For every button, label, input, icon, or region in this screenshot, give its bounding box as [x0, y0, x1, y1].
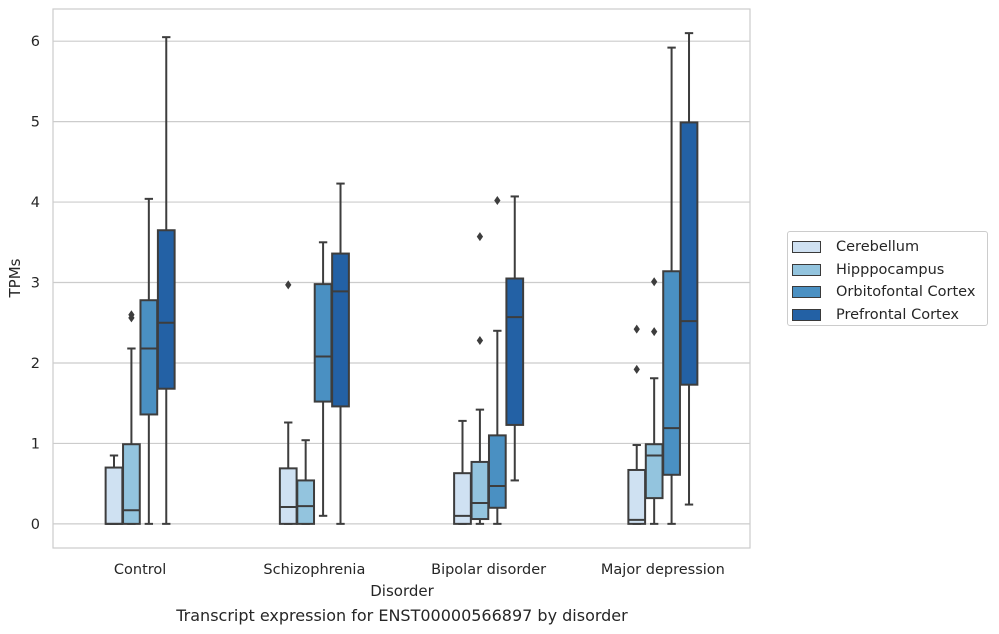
outlier-point [476, 232, 484, 242]
box-plot-box [453, 419, 472, 525]
box-iqr [313, 283, 333, 403]
legend-label: Prefrontal Cortex [836, 306, 959, 323]
legend-swatch-hippocampus [792, 263, 821, 276]
box-plot-box [662, 46, 681, 525]
legend-swatch-orbitofrontal-cortex [792, 286, 821, 299]
y-tick-label: 0 [31, 517, 40, 533]
legend-item-cerebellum: Cerebellum [792, 236, 987, 259]
x-tick-label: Major depression [601, 562, 725, 578]
legend-item-prefrontal-cortex: Prefrontal Cortex [792, 304, 987, 327]
y-tick-label: 5 [31, 115, 40, 131]
plot-frame [52, 8, 751, 549]
box-plot-box [644, 277, 664, 525]
outlier-point [128, 310, 135, 320]
box-iqr [662, 270, 681, 476]
box-plot-box [156, 36, 176, 525]
legend-label: Orbitofontal Cortex [836, 284, 976, 301]
legend-label: Hipppocampus [836, 261, 945, 278]
box-iqr [331, 252, 350, 408]
box-iqr [679, 121, 699, 386]
x-tick-label: Bipolar disorder [431, 562, 546, 578]
box-iqr [156, 229, 176, 390]
y-tick-label: 3 [31, 276, 40, 292]
x-tick-label: Control [114, 562, 166, 578]
box-plot-box [679, 32, 699, 506]
box-iqr [505, 277, 525, 426]
box-iqr [104, 466, 124, 525]
x-axis-label: Disorder [370, 582, 434, 600]
box-plot-box [278, 280, 298, 525]
box-plot-box [487, 195, 507, 525]
box-plot-box [627, 324, 647, 525]
outlier-point [476, 335, 484, 345]
box-iqr [278, 467, 298, 525]
outlier-point [633, 324, 640, 334]
legend-swatch-prefrontal-cortex [792, 308, 821, 321]
box-plot-box [104, 454, 124, 525]
y-tick-label: 4 [31, 195, 40, 211]
box-iqr [139, 299, 159, 416]
box-iqr [122, 443, 141, 525]
chart-caption: Transcript expression for ENST0000056689… [176, 606, 628, 625]
y-axis-ticks: 0 1 2 3 4 5 6 [31, 34, 40, 533]
legend-item-orbitofrontal-cortex: Orbitofontal Cortex [792, 281, 987, 304]
box-plot-series [104, 32, 699, 525]
box-plot-box [296, 439, 316, 525]
x-axis-ticks: Control Schizophrenia Bipolar disorder Majo… [114, 562, 725, 578]
outlier-point [494, 195, 501, 205]
box-iqr [470, 460, 490, 521]
box-plot-box [122, 310, 141, 525]
y-tick-label: 6 [31, 34, 40, 50]
y-tick-label: 2 [31, 356, 40, 372]
box-plot-box [470, 232, 490, 525]
box-iqr [627, 468, 647, 525]
box-plot-box [505, 195, 525, 482]
y-axis-label: TPMs [6, 258, 24, 298]
legend: Cerebellum Hipppocampus Orbitofontal Cor… [787, 231, 988, 326]
box-iqr [487, 434, 507, 509]
box-iqr [296, 479, 316, 525]
legend-label: Cerebellum [836, 239, 920, 256]
box-plot-box [313, 241, 333, 517]
outlier-point [651, 327, 658, 337]
outlier-point [285, 280, 292, 290]
box-iqr [644, 443, 664, 500]
legend-item-hippocampus: Hipppocampus [792, 259, 987, 282]
legend-swatch-cerebellum [792, 241, 821, 254]
outlier-point [651, 277, 658, 287]
outlier-point [633, 364, 640, 374]
x-tick-label: Schizophrenia [263, 562, 365, 578]
y-tick-label: 1 [31, 436, 40, 452]
box-plot-box [331, 182, 350, 525]
box-plot-box [139, 197, 159, 525]
